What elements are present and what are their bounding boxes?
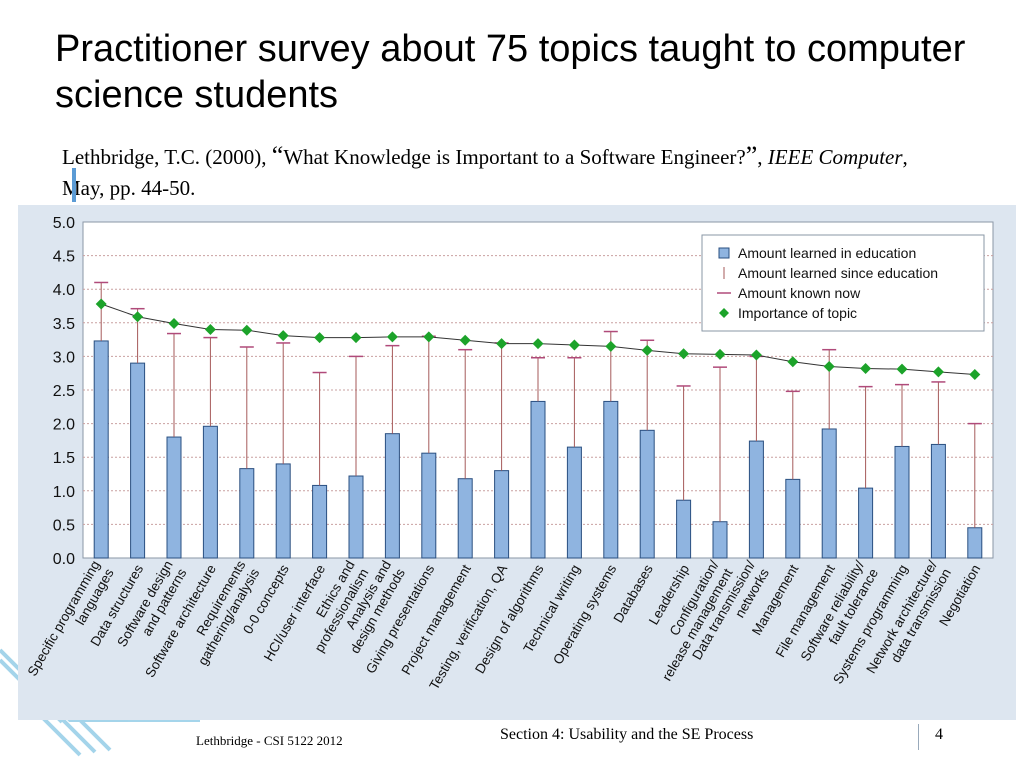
importance-marker	[678, 348, 690, 360]
importance-marker	[860, 362, 872, 374]
x-category-label-line: Design of algorithms	[472, 562, 547, 676]
importance-marker	[386, 331, 398, 343]
bar	[603, 400, 619, 559]
footer-left: Lethbridge - CSI 5122 2012	[196, 733, 343, 748]
importance-marker	[459, 334, 471, 346]
citation-article: What Knowledge is Important to a Softwar…	[283, 145, 746, 169]
y-tick-label: 0.5	[53, 517, 75, 534]
citation: Lethbridge, T.C. (2000), “What Knowledge…	[62, 140, 942, 204]
bar	[494, 470, 510, 559]
bar	[894, 445, 910, 559]
importance-marker	[350, 332, 362, 344]
importance-marker	[132, 311, 144, 323]
citation-authors: Lethbridge, T.C. (2000),	[62, 145, 272, 169]
bar	[384, 433, 400, 559]
importance-marker	[423, 331, 435, 343]
bar	[457, 478, 473, 559]
survey-chart: 0.0 0.5 1.0 1.5 2.0 2.5 3.0 3.5 4.0 4.5 5.0 Specifi…	[25, 215, 994, 692]
bar	[421, 452, 437, 559]
importance-marker	[641, 344, 653, 356]
importance-marker	[95, 298, 107, 310]
page-number: 4	[935, 726, 943, 743]
chart-panel: 0.0 0.5 1.0 1.5 2.0 2.5 3.0 3.5 4.0 4.5 5.0 Specifi…	[18, 205, 1016, 720]
bar	[530, 400, 546, 559]
y-tick-label: 4.0	[53, 282, 75, 299]
footer-section: Section 4: Usability and the SE Process	[500, 726, 754, 743]
y-tick-label: 2.0	[53, 417, 75, 434]
bar	[676, 499, 692, 559]
legend-swatch-marker	[719, 308, 729, 318]
x-category-label: Design of algorithms	[472, 562, 547, 676]
bar	[566, 446, 582, 559]
legend-label: Amount learned in education	[738, 245, 916, 261]
legend-label: Amount learned since education	[738, 265, 938, 281]
x-category-label-line: Project management	[399, 562, 474, 678]
legend-swatch-bar	[718, 247, 730, 259]
citation-rest: , May, pp. 44-50.	[62, 145, 908, 200]
legend-box	[701, 234, 985, 332]
importance-marker	[896, 363, 908, 375]
bar	[930, 443, 946, 559]
bar	[130, 362, 146, 559]
importance-marker	[714, 348, 726, 360]
bar	[275, 463, 291, 559]
y-tick-label: 5.0	[53, 215, 75, 232]
x-category-label-line: Specific programming	[25, 558, 103, 679]
bar	[858, 487, 874, 559]
y-tick-label: 1.5	[53, 450, 75, 467]
bar	[785, 478, 801, 559]
bar	[821, 428, 837, 559]
y-tick-label: 2.5	[53, 383, 75, 400]
y-tick-label: 3.5	[53, 316, 75, 333]
bar	[239, 468, 255, 559]
importance-marker	[496, 338, 508, 350]
bar	[967, 527, 983, 559]
bar	[312, 484, 328, 559]
importance-marker	[605, 340, 617, 352]
importance-marker	[314, 332, 326, 344]
x-category-label: Software designand patterns	[114, 558, 189, 658]
citation-open-quote: “	[271, 141, 284, 170]
bar	[93, 340, 109, 559]
bar	[348, 475, 364, 559]
accent-bar	[72, 168, 76, 202]
footer-divider	[918, 724, 919, 750]
importance-marker	[168, 317, 180, 329]
y-tick-label: 1.0	[53, 484, 75, 501]
importance-marker	[932, 366, 944, 378]
bar	[202, 425, 218, 559]
bar	[166, 436, 182, 559]
importance-marker	[750, 349, 762, 361]
y-tick-label: 4.5	[53, 249, 75, 266]
slide-title: Practitioner survey about 75 topics taug…	[55, 28, 966, 116]
importance-marker	[823, 360, 835, 372]
bar	[748, 440, 764, 559]
legend-label: Importance of topic	[738, 305, 857, 321]
citation-separator: ,	[757, 145, 768, 169]
citation-journal: IEEE Computer	[767, 145, 903, 169]
importance-marker	[787, 356, 799, 368]
importance-marker	[277, 330, 289, 342]
importance-marker	[969, 369, 981, 381]
legend-label: Amount known now	[738, 285, 861, 301]
x-category-label: Project management	[399, 562, 474, 678]
y-tick-label: 0.0	[53, 551, 75, 568]
bar	[639, 429, 655, 559]
importance-marker	[241, 324, 253, 336]
importance-marker	[532, 338, 544, 350]
importance-marker	[568, 339, 580, 351]
citation-close-quote: ”	[745, 141, 758, 170]
bar	[712, 521, 728, 559]
y-tick-label: 3.0	[53, 349, 75, 366]
